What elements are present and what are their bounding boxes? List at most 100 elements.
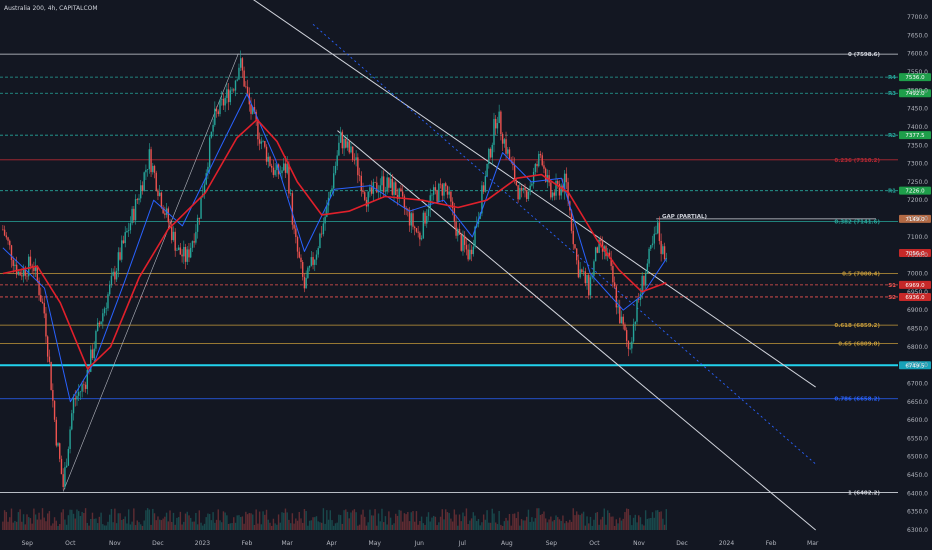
volume-bar <box>627 508 630 530</box>
candle-body <box>98 322 101 325</box>
time-tick-label: Mar <box>807 540 819 547</box>
candle-body <box>369 187 371 192</box>
candle-body <box>57 443 59 446</box>
candle-body <box>625 330 628 341</box>
volume-bar <box>198 510 201 530</box>
candle-body <box>234 80 237 91</box>
volume-bar <box>195 512 197 530</box>
volume-bar <box>14 520 16 530</box>
volume-bar <box>467 524 469 530</box>
volume-bar <box>158 519 161 530</box>
candle-body <box>469 249 471 260</box>
candle-body <box>457 229 459 236</box>
candle-body <box>379 185 381 192</box>
volume-bar <box>493 513 495 530</box>
volume-bar <box>619 517 621 530</box>
candle-body <box>76 395 78 400</box>
volume-bar <box>252 514 254 530</box>
candle-body <box>138 198 140 201</box>
volume-bar <box>62 509 64 530</box>
volume-bar <box>124 516 126 530</box>
candle-body <box>467 249 469 260</box>
volume-bar <box>88 525 90 530</box>
candle-body <box>474 226 476 247</box>
candle-body <box>109 284 111 295</box>
price-axis[interactable]: 7536.0 7492.0 7377.5 7226.0 7149.0 7056.0 6969… <box>899 14 931 534</box>
volume-bar <box>109 514 111 530</box>
volume-bar <box>12 522 14 530</box>
candle-body <box>577 260 580 278</box>
time-tick-label: Feb <box>766 540 777 547</box>
candle-body <box>15 264 18 275</box>
candle-body <box>581 269 583 273</box>
volume-bar <box>584 525 587 530</box>
candle-body <box>60 458 63 475</box>
candle-body <box>443 183 445 196</box>
candle-body <box>190 247 192 258</box>
candle-body <box>283 163 285 171</box>
candle-body <box>594 247 597 262</box>
level-label: 1 (6402.2) <box>848 491 880 497</box>
volume-bar <box>184 513 187 530</box>
ema-short-line <box>2 93 667 403</box>
volume-bar <box>93 518 95 530</box>
volume-bar <box>312 517 314 530</box>
candle-body <box>526 190 528 200</box>
volume-bar <box>193 521 195 530</box>
time-axis[interactable]: Sep Oct Nov Dec 2023 Feb Mar Apr May Jun Jul Aug Sep… <box>22 540 819 547</box>
volume-bar <box>96 523 99 530</box>
candle-body <box>264 140 266 147</box>
candle-body <box>524 187 526 191</box>
volume-bar <box>277 514 280 530</box>
candle-body <box>181 254 183 257</box>
candle-body <box>229 90 232 103</box>
volume-bar <box>612 516 614 530</box>
volume-bar <box>262 511 264 530</box>
volume-bar <box>426 516 428 530</box>
volume-bar <box>656 510 659 530</box>
candle-body <box>655 233 657 234</box>
volume-bar <box>102 524 104 530</box>
candle-body <box>343 138 345 149</box>
candle-body <box>148 149 151 170</box>
candle-body <box>600 239 602 242</box>
volume-bar <box>632 517 635 530</box>
candle-body <box>431 194 433 196</box>
price-tag <box>899 248 931 257</box>
time-tick-label: Jun <box>414 540 425 547</box>
candle-body <box>59 443 61 459</box>
volume-bar <box>574 515 576 530</box>
volume-bar <box>258 511 261 530</box>
volume-bar <box>29 518 32 530</box>
candle-body <box>482 185 485 192</box>
volume-bar <box>450 518 452 530</box>
volume-bar <box>655 510 657 530</box>
price-tag-label: 6936.0 <box>905 295 925 301</box>
candle-body <box>67 449 70 466</box>
volume-bar <box>121 519 123 530</box>
volume-bar <box>598 524 600 530</box>
volume-bar <box>155 520 157 530</box>
time-tick-label: Oct <box>65 540 76 547</box>
volume-bar <box>491 508 493 530</box>
candle-body <box>143 172 145 191</box>
candle-body <box>643 275 645 286</box>
volume-bar <box>451 521 454 530</box>
price-tick-label: 6400.0 <box>907 490 928 497</box>
volume-bar <box>496 524 499 530</box>
volume-bar <box>351 510 354 530</box>
candle-body <box>107 294 109 309</box>
candle-body <box>198 217 201 219</box>
volume-bar <box>541 513 543 530</box>
candle-body <box>370 187 373 194</box>
candle-body <box>358 175 361 176</box>
volume-bar <box>181 524 183 530</box>
volume-bar <box>629 515 631 530</box>
volume-bar <box>505 517 507 530</box>
volume-bar <box>605 524 607 530</box>
volume-bar <box>400 510 402 530</box>
volume-bar <box>388 511 390 530</box>
price-tick-label: 6350.0 <box>907 509 928 516</box>
